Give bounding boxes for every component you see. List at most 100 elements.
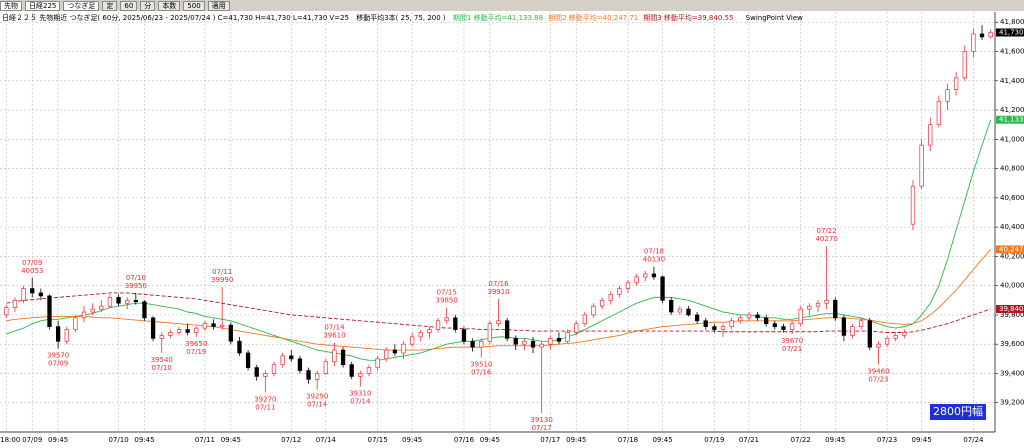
candle-body — [669, 299, 674, 313]
candle-body — [634, 276, 639, 284]
annotation-price: 39670 — [781, 337, 803, 345]
toolbar-item[interactable]: 日経225 — [25, 0, 61, 11]
candle-body — [746, 314, 752, 319]
candle-body — [254, 367, 259, 377]
y-tick-label: 40,400 — [1000, 223, 1024, 231]
annotation-price: 40130 — [643, 256, 665, 264]
candle-body — [410, 336, 415, 345]
annotation-price: 39270 — [254, 395, 276, 403]
candle-body — [116, 297, 121, 304]
annotation-price: 39290 — [306, 393, 328, 401]
candle-body — [159, 335, 164, 339]
annotation-price: 40053 — [21, 267, 43, 275]
candle-body — [487, 323, 493, 342]
candle-body — [64, 329, 69, 342]
candle-body — [12, 299, 18, 308]
candle-body — [764, 317, 769, 325]
toolbar-item[interactable]: 先物 — [0, 0, 22, 11]
annotation-date: 07/09 — [48, 360, 68, 368]
toolbar-item[interactable]: 本数 — [158, 0, 181, 11]
toolbar-item[interactable]: 500 — [183, 0, 205, 11]
x-tick-label: 07/22 — [791, 436, 811, 444]
ma-line — [6, 119, 992, 361]
x-tick-label: 07/12 — [281, 436, 301, 444]
toolbar-item[interactable]: 定 — [102, 0, 118, 11]
candle-body — [470, 340, 475, 348]
candle-body — [125, 299, 130, 304]
candle-body — [418, 332, 423, 338]
candle-body — [807, 305, 812, 310]
candle-body — [202, 323, 208, 329]
candle-body — [945, 89, 950, 102]
candle-body — [271, 364, 277, 374]
candle-body — [617, 288, 622, 295]
candle-body — [738, 317, 743, 322]
candle-body — [358, 373, 363, 377]
candle-body — [703, 320, 708, 327]
annotation-date: 07/09 — [22, 259, 42, 267]
annotation-date: 07/10 — [126, 274, 146, 282]
annotation-date: 07/14 — [307, 401, 328, 409]
annotation-price: 40270 — [815, 235, 837, 243]
info-line: 日経２２５ 先物期近 つなぎ足( 60分, 2025/06/23 - 2025/… — [2, 13, 808, 23]
annotation-date: 07/18 — [644, 248, 664, 256]
candle-body — [789, 323, 795, 330]
candle-body — [168, 332, 173, 336]
candle-body — [401, 343, 406, 354]
candle-body — [220, 324, 225, 327]
y-tick-label: 39,200 — [1000, 399, 1024, 407]
toolbar-item[interactable]: 適用 — [207, 0, 230, 11]
legend-entry: 期間2 移動平均=40,247.71 — [548, 14, 639, 22]
x-tick-label: 07/21 — [739, 436, 759, 444]
candle-body — [859, 320, 864, 327]
legend: 期間1 移動平均=41,133.88 期間2 移動平均=40,247.71 期間3 … — [453, 14, 739, 22]
annotation-price: 39910 — [487, 288, 509, 296]
candle-body — [530, 340, 536, 348]
x-tick-label: 09:45 — [480, 436, 500, 444]
toolbar-item[interactable]: 60 — [120, 0, 138, 11]
toolbar-item[interactable]: つなぎ足 — [63, 0, 100, 11]
candle-body — [461, 329, 467, 342]
candle-body — [677, 308, 682, 313]
candle-body — [99, 305, 104, 310]
candle-body — [444, 317, 449, 322]
annotation-date: 07/16 — [471, 368, 492, 376]
annotation-price: 39850 — [436, 297, 458, 305]
x-tick-label: 09:45 — [402, 436, 422, 444]
info-text: 日経２２５ 先物期近 つなぎ足( 60分, 2025/06/23 - 2025/… — [2, 14, 349, 22]
x-tick-label: 09:45 — [825, 436, 845, 444]
candle-body — [833, 299, 838, 319]
plot-area — [0, 12, 995, 432]
x-tick-label: 07/24 — [963, 436, 984, 444]
price-box — [996, 28, 1024, 37]
ma-value-box — [996, 115, 1024, 124]
candle-body — [81, 311, 87, 319]
candle-body — [228, 324, 233, 342]
candle-body — [919, 144, 924, 187]
candle-body — [384, 349, 389, 360]
candle-body — [211, 323, 216, 327]
candle-body — [323, 361, 328, 374]
candle-body — [962, 51, 967, 79]
candle-body — [194, 327, 199, 333]
toolbar-item[interactable]: 分 — [140, 0, 156, 11]
annotation-date: 07/19 — [186, 348, 206, 356]
y-tick-label: 40,200 — [1000, 252, 1024, 260]
annotation-date: 07/14 — [350, 398, 371, 406]
candle-body — [720, 326, 726, 330]
annotation-price: 39460 — [867, 368, 889, 376]
x-tick-label: 09:45 — [566, 436, 586, 444]
candle-body — [902, 332, 907, 336]
candle-body — [608, 294, 613, 301]
annotation-price: 39510 — [470, 360, 492, 368]
candle-body — [755, 314, 760, 319]
candle-body — [349, 364, 354, 377]
y-tick-label: 41,200 — [1000, 106, 1024, 114]
